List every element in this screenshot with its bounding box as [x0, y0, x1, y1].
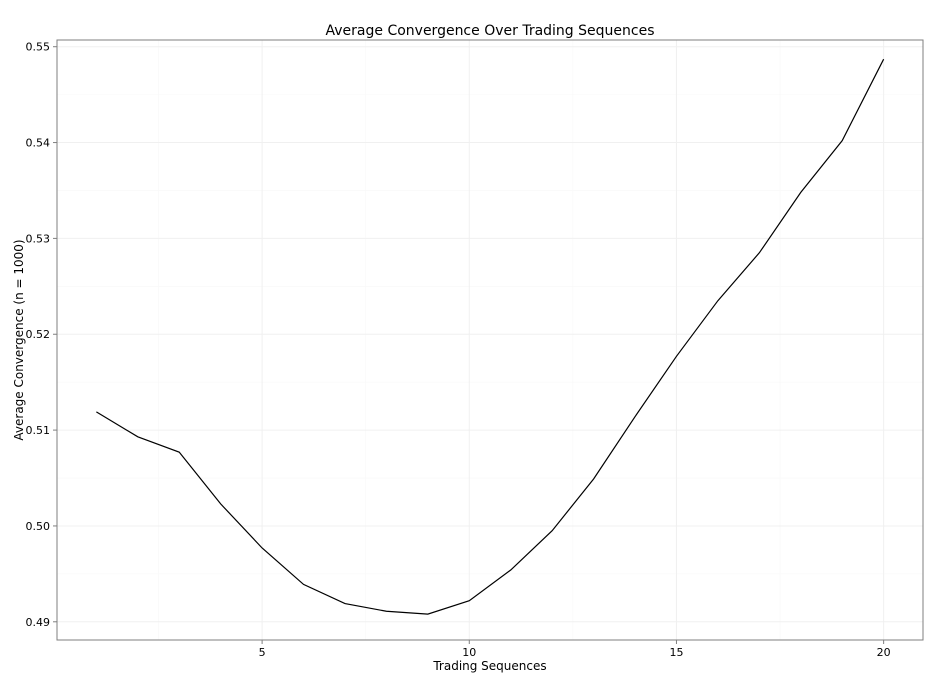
y-tick-label: 0.50 [26, 520, 51, 533]
y-axis-title: Average Convergence (n = 1000) [12, 239, 26, 440]
series-layer [96, 58, 885, 615]
y-tick-label: 0.51 [26, 424, 51, 437]
y-tick-label: 0.49 [26, 616, 51, 629]
x-axis-title: Trading Sequences [432, 659, 546, 673]
x-tick-label: 20 [877, 646, 891, 659]
chart-title: Average Convergence Over Trading Sequenc… [326, 23, 655, 39]
x-tick-label: 5 [259, 646, 266, 659]
y-tick-label: 0.55 [26, 41, 51, 54]
x-tick-label: 10 [462, 646, 476, 659]
x-axis: 5 10 15 20 [259, 640, 891, 659]
y-tick-label: 0.54 [26, 137, 51, 150]
series-line [96, 58, 885, 615]
grid [57, 40, 923, 640]
plot-panel-border [56, 39, 924, 641]
x-tick-label: 15 [669, 646, 683, 659]
y-tick-label: 0.53 [26, 232, 51, 245]
y-axis: 0.49 0.50 0.51 0.52 0.53 0.54 0.55 [26, 41, 57, 629]
y-tick-label: 0.52 [26, 328, 51, 341]
